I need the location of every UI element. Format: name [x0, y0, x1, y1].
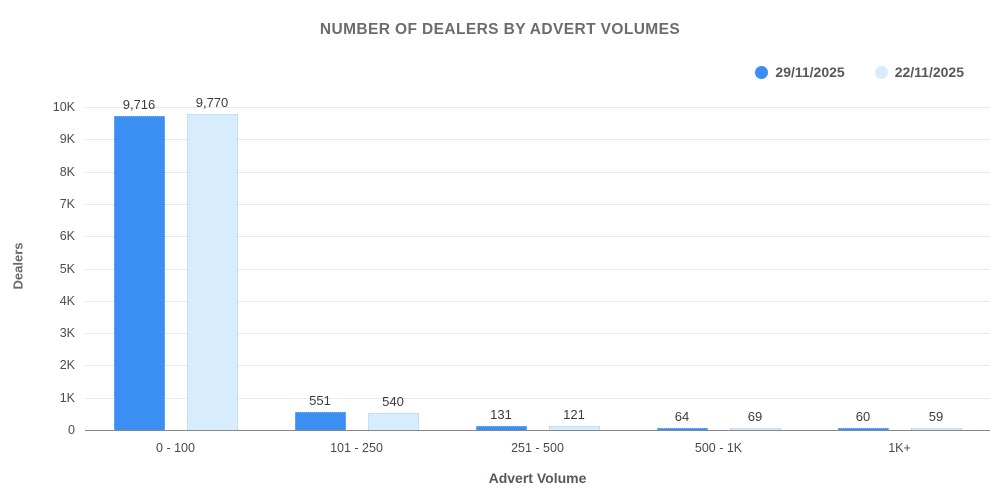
bar-value-label: 60 — [855, 409, 871, 424]
y-tick-6k: 6K — [59, 229, 75, 244]
legend-item-22-11-2025[interactable]: 22/11/2025 — [874, 64, 964, 80]
bar-value-label: 551 — [309, 393, 331, 409]
y-tick-0: 0 — [68, 423, 75, 437]
x-tick-label-3: 500 - 1K — [694, 441, 743, 455]
gridline-10k — [85, 107, 990, 108]
bar-value-label: 59 — [928, 409, 944, 424]
gridline-1k — [85, 397, 990, 399]
y-tick-5k: 5K — [59, 261, 75, 276]
x-axis-line — [85, 430, 990, 431]
bar-22-11-2025-cat2[interactable]: 121 — [548, 407, 600, 430]
x-axis-labels: 0 - 100 101 - 250 251 - 500 500 - 1K 1K+ — [85, 441, 990, 457]
y-tick-9k: 9K — [59, 132, 75, 147]
bar-value-label: 9,716 — [122, 97, 156, 113]
bar-29-11-2025-cat2[interactable]: 131 — [475, 407, 527, 430]
y-tick-1k: 1K — [59, 390, 75, 405]
x-tick-label-0: 0 - 100 — [156, 441, 195, 455]
bar-29-11-2025-cat0[interactable]: 9,716 — [113, 97, 165, 430]
gridline-4k — [85, 300, 990, 302]
legend-dot-icon — [874, 65, 888, 79]
plot-area: 9,716 9,770 551 540 131 121 64 69 60 59 — [85, 95, 990, 430]
y-tick-10k: 10K — [52, 100, 75, 114]
y-tick-4k: 4K — [59, 293, 75, 308]
gridline-5k — [85, 268, 990, 270]
chart-title: NUMBER OF DEALERS BY ADVERT VOLUMES — [319, 21, 681, 38]
legend-label: 29/11/2025 — [775, 64, 845, 80]
bar-22-11-2025-cat3[interactable]: 69 — [729, 409, 781, 430]
bar-29-11-2025-cat4[interactable]: 60 — [837, 409, 889, 430]
x-tick-label-2: 251 - 500 — [511, 441, 564, 455]
gridline-8k — [85, 171, 990, 173]
bar-value-label: 9,770 — [195, 95, 229, 111]
gridline-9k — [85, 139, 990, 141]
y-tick-3k: 3K — [59, 326, 75, 341]
bar-22-11-2025-cat0[interactable]: 9,770 — [186, 95, 238, 430]
bar-value-label: 69 — [747, 408, 763, 424]
bar-value-label: 121 — [563, 407, 585, 423]
bar-22-11-2025-cat4[interactable]: 59 — [910, 409, 962, 430]
gridline-7k — [85, 203, 990, 205]
bar-value-label: 540 — [382, 393, 404, 409]
bar-22-11-2025-cat1[interactable]: 540 — [367, 394, 419, 430]
y-tick-8k: 8K — [59, 164, 75, 179]
legend-dot-icon — [755, 65, 769, 79]
x-axis-title: Advert Volume — [488, 470, 587, 486]
gridline-3k — [85, 333, 990, 335]
legend: 29/11/2025 22/11/2025 — [755, 64, 964, 80]
gridline-2k — [85, 365, 990, 367]
bar-value-label: 64 — [674, 408, 690, 424]
category-group-3: 64 69 — [628, 107, 809, 430]
category-group-1: 551 540 — [266, 107, 447, 430]
y-tick-2k: 2K — [59, 358, 75, 373]
bar-value-label: 131 — [490, 406, 512, 422]
legend-item-29-11-2025[interactable]: 29/11/2025 — [755, 64, 845, 80]
y-axis-ticks: 0 1K 2K 3K 4K 5K 6K 7K 8K 9K 10K — [0, 100, 75, 437]
y-tick-7k: 7K — [59, 196, 75, 211]
category-group-0: 9,716 9,770 — [85, 95, 266, 430]
category-group-2: 131 121 — [447, 107, 628, 430]
bar-29-11-2025-cat1[interactable]: 551 — [294, 393, 346, 430]
bar-29-11-2025-cat3[interactable]: 64 — [656, 409, 708, 430]
x-tick-label-4: 1K+ — [888, 441, 911, 455]
category-group-4: 60 59 — [809, 107, 990, 430]
legend-label: 22/11/2025 — [894, 64, 964, 80]
gridline-6k — [85, 236, 990, 238]
x-tick-label-1: 101 - 250 — [330, 441, 383, 455]
